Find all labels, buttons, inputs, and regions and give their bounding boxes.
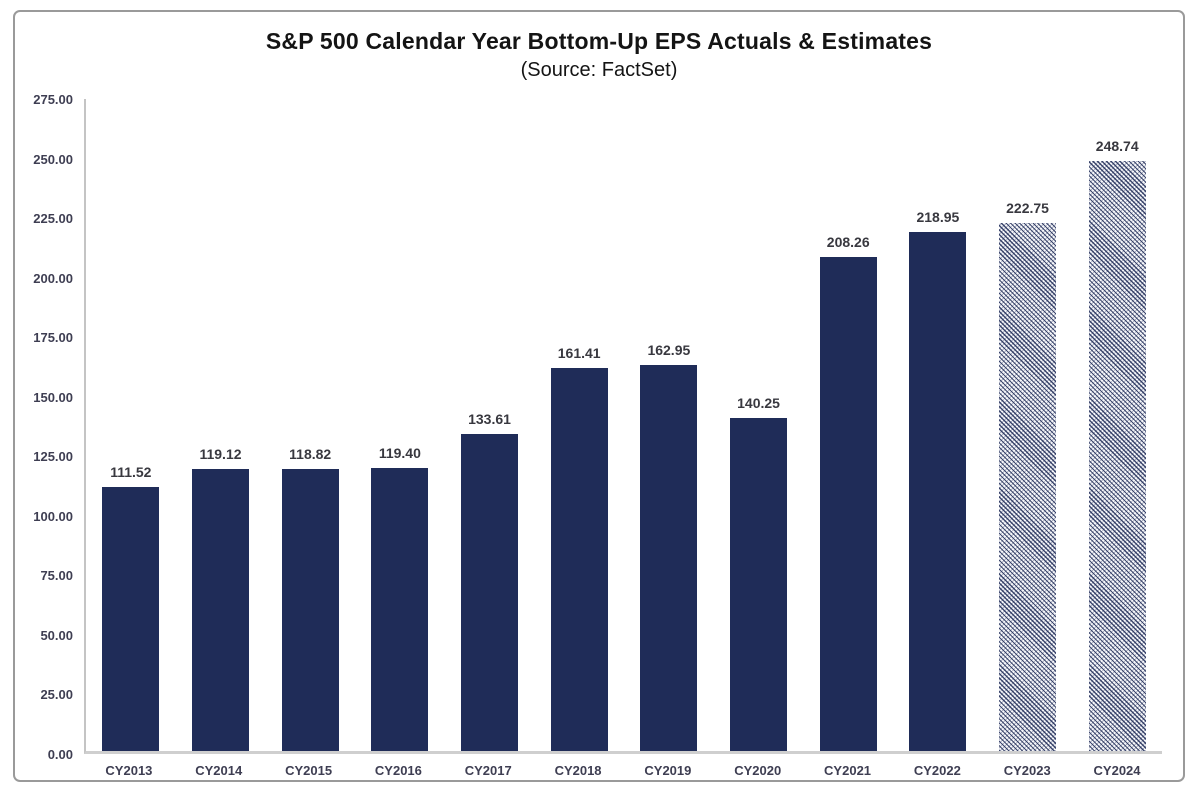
- x-tick-label: CY2021: [824, 763, 872, 778]
- bar-cy2019: 162.95: [640, 342, 698, 751]
- bar-value-label: 208.26: [826, 234, 870, 251]
- bar-slot: 208.26: [803, 99, 893, 751]
- y-tick-label: 50.00: [40, 627, 73, 643]
- x-tick-label: CY2016: [374, 763, 422, 778]
- bar-slot: 248.74: [1072, 99, 1162, 751]
- y-tick-label: 125.00: [33, 449, 73, 465]
- y-tick-label: 225.00: [33, 211, 73, 227]
- bar-cy2013: 111.52: [102, 464, 160, 751]
- bar-value-label: 161.41: [557, 345, 601, 362]
- bar-slot: 222.75: [983, 99, 1073, 751]
- bar-cy2020: 140.25: [730, 395, 788, 751]
- y-tick-label: 250.00: [33, 151, 73, 167]
- bar-slot: 140.25: [714, 99, 804, 751]
- bar-slot: 161.41: [534, 99, 624, 751]
- bar-cy2018: 161.41: [550, 345, 608, 751]
- y-tick-label: 275.00: [33, 92, 73, 107]
- bar-slot: 119.12: [176, 99, 266, 751]
- plot-area: 111.52 119.12 118.82 119.40 133.61 161.41 162.…: [84, 99, 1162, 754]
- bar-slot: 118.82: [265, 99, 355, 751]
- bar-slot: 133.61: [445, 99, 535, 751]
- bar-cy2021: 208.26: [819, 234, 877, 751]
- x-tick-label: CY2019: [644, 763, 692, 778]
- x-tick-label: CY2014: [195, 763, 243, 778]
- y-tick-label: 100.00: [33, 508, 73, 524]
- bar-cy2014: 119.12: [192, 446, 249, 751]
- x-tick-label: CY2015: [285, 763, 333, 778]
- bar-value-label: 119.12: [199, 445, 242, 462]
- x-tick-label: CY2023: [1003, 763, 1051, 778]
- bar-cy2022: 218.95: [909, 209, 967, 751]
- y-tick-label: 150.00: [33, 389, 73, 405]
- bar-cy2016: 119.40: [371, 445, 429, 751]
- bar-slot: 111.52: [86, 99, 176, 751]
- x-tick-label: CY2024: [1093, 763, 1141, 778]
- x-tick-label: CY2018: [554, 763, 602, 778]
- bar-cy2015: 118.82: [281, 446, 339, 751]
- bar-cy2023: 222.75: [999, 200, 1057, 751]
- chart-title: S&P 500 Calendar Year Bottom-Up EPS Actu…: [265, 28, 933, 54]
- bar-slot: 119.40: [355, 99, 445, 751]
- x-tick-label: CY2020: [734, 763, 782, 778]
- bar-slot: 218.95: [893, 99, 983, 751]
- bar-value-label: 118.82: [289, 446, 332, 463]
- chart-subtitle: (Source: FactSet): [520, 59, 678, 81]
- bar-value-label: 133.61: [468, 411, 511, 428]
- x-axis: CY2013 CY2014 CY2015 CY2016 CY2017 CY2018 CY20…: [84, 763, 1162, 778]
- y-tick-label: 175.00: [33, 330, 73, 346]
- bar-value-label: 218.95: [916, 208, 960, 225]
- x-tick-label: CY2022: [913, 763, 961, 778]
- bar-value-label: 222.75: [1006, 199, 1049, 216]
- y-tick-label: 25.00: [40, 687, 73, 703]
- y-tick-label: 75.00: [40, 568, 73, 584]
- bar-cy2017: 133.61: [461, 411, 519, 751]
- y-axis: 275.00 250.00 225.00 200.00 175.00 150.00 125.…: [15, 92, 77, 762]
- bar-slot: 162.95: [624, 99, 714, 751]
- bar-value-label: 111.52: [110, 463, 152, 480]
- x-tick-label: CY2013: [105, 763, 153, 778]
- y-tick-label: 200.00: [33, 270, 73, 286]
- bar-value-label: 162.95: [647, 341, 691, 358]
- bar-value-label: 140.25: [737, 395, 780, 412]
- bar-value-label: 119.40: [378, 444, 421, 461]
- y-tick-label: 0.00: [47, 747, 73, 762]
- chart-frame: S&P 500 Calendar Year Bottom-Up EPS Actu…: [13, 10, 1185, 782]
- x-tick-label: CY2017: [464, 763, 512, 778]
- bar-value-label: 248.74: [1095, 138, 1139, 155]
- bar-cy2024: 248.74: [1088, 138, 1146, 751]
